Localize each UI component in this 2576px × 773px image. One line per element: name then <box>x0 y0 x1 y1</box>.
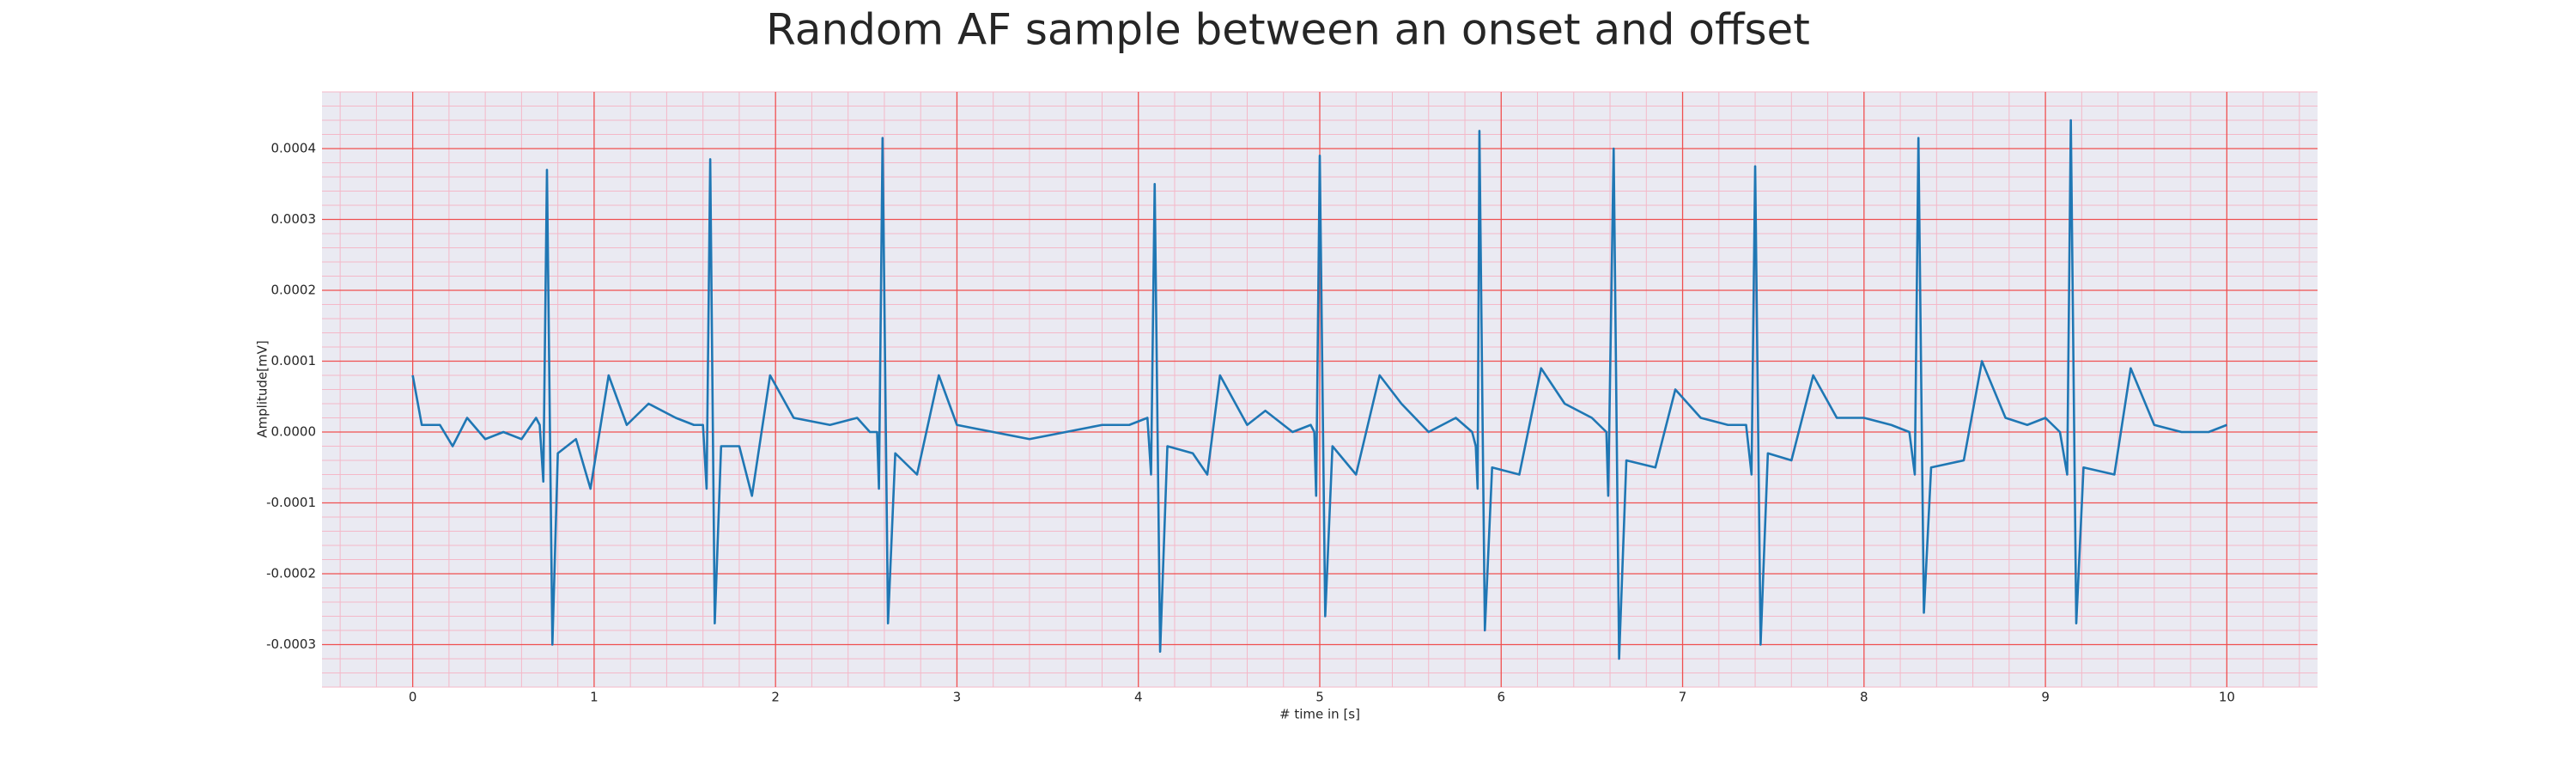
y-tick-label: 0.0000 <box>271 424 317 440</box>
x-tick-label: 0 <box>409 690 417 705</box>
chart-title: Random AF sample between an onset and of… <box>766 5 1810 55</box>
y-tick-label: 0.0004 <box>271 141 317 156</box>
y-tick-label: -0.0001 <box>266 495 316 510</box>
x-tick-label: 10 <box>2219 690 2235 705</box>
y-tick-label: -0.0002 <box>266 566 316 581</box>
x-tick-label: 1 <box>590 690 598 705</box>
y-tick-label: 0.0002 <box>271 283 317 298</box>
y-axis-label: Amplitude[mV] <box>255 340 270 437</box>
x-tick-label: 2 <box>771 690 780 705</box>
x-tick-label: 9 <box>2041 690 2050 705</box>
x-tick-label: 4 <box>1134 690 1143 705</box>
x-tick-label: 3 <box>953 690 962 705</box>
plot-area <box>322 91 2318 688</box>
x-tick-label: 7 <box>1679 690 1687 705</box>
x-tick-label: 8 <box>1860 690 1868 705</box>
y-tick-label: 0.0003 <box>271 211 317 227</box>
y-tick-label: 0.0001 <box>271 353 317 368</box>
y-tick-label: -0.0003 <box>266 636 316 652</box>
x-axis-label: # time in [s] <box>1279 707 1360 722</box>
x-tick-label: 6 <box>1497 690 1505 705</box>
ecg-line <box>411 119 2227 660</box>
x-tick-label: 5 <box>1315 690 1324 705</box>
